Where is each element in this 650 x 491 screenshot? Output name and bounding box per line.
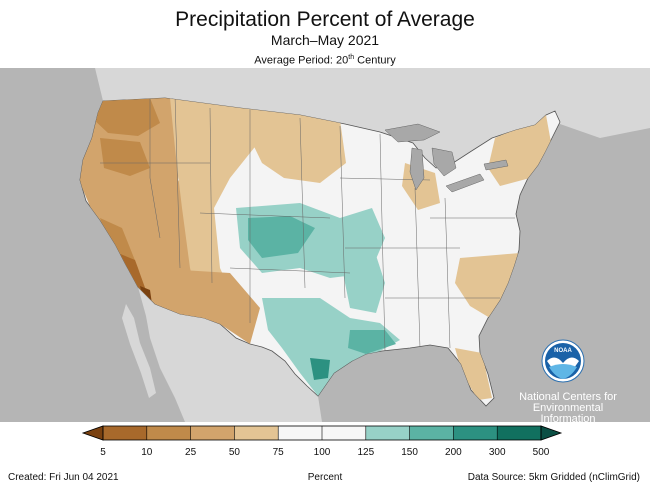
border-line [209,107,213,284]
dry-region-northern-plains [248,108,346,183]
legend-tick-label: 5 [100,447,106,458]
border-line [149,98,161,239]
lake-michigan [409,147,425,191]
ncei-label: National Centers for Environmental Infor… [516,392,620,425]
precipitation-anomaly-field [80,98,552,400]
legend-tick-label: 50 [229,447,241,458]
very-wet-texas-coast [310,358,330,380]
avg-period-suffix: Century [354,54,396,67]
legend-bin [365,426,410,440]
legend-tick-label: 10 [141,447,153,458]
legend-over-arrow [540,425,563,441]
border-line [299,117,306,289]
legend-tick-label: 25 [185,447,197,458]
border-line [444,197,451,349]
great-lakes [384,123,509,193]
legend-tick-label: 125 [357,447,374,458]
legend-bin [409,426,454,440]
border-line [229,267,351,274]
border-line [339,125,346,299]
noaa-logo-wave [549,364,577,379]
legend-bin [322,426,366,440]
ncei-line-3: Information [540,413,596,425]
lake-ontario [483,159,509,171]
very-wet-louisiana [348,330,396,354]
legend-bin [497,426,541,440]
dry-florida [455,348,492,400]
border-line [174,98,181,269]
canada-land [95,68,650,168]
ncei-line-1: National Centers for [519,391,617,403]
created-date: Created: Fri Jun 04 2021 [8,472,119,483]
legend-under-arrow [81,425,104,441]
legend-bin [190,426,235,440]
dry-region-intermountain [170,98,262,323]
legend-tick-label: 200 [445,447,462,458]
lake-superior [384,123,441,143]
noaa-logo-text: NOAA [554,348,572,354]
avg-period-prefix: Average Period: 20 [254,54,349,67]
data-source: Data Source: 5km Gridded (nClimGrid) [467,472,640,483]
state-borders [100,98,515,352]
mexico-land [138,287,322,422]
map-panel: NOAA National Centers for Environmental … [0,68,650,425]
precipitation-map [79,68,650,422]
legend-bin [234,426,279,440]
ncei-line-2: Environmental [532,402,604,414]
legend-bin [103,426,147,440]
lake-erie [445,173,485,193]
lake-huron [431,147,457,177]
avg-period-sup: th [348,54,355,61]
very-dry-pacific-nw [92,98,160,136]
wet-region-colorado-kansas [248,216,315,258]
dry-southwest [150,268,260,344]
baja-peninsula [122,304,156,398]
wet-mississippi-valley [340,243,385,313]
unit-label: Percent [307,472,343,483]
legend-tick-label: 300 [489,447,506,458]
legend-tick-label: 100 [314,447,331,458]
wet-region-gulf-coast [262,298,400,396]
legend-bin [453,426,498,440]
average-period-label: Average Period: 20th Century [0,51,650,68]
very-dry-oregon [100,138,150,176]
map-title: Precipitation Percent of Average [175,8,475,31]
legend-bins [81,425,563,441]
legend-ticks: 5 10 25 50 75 100 125 150 200 300 500 [100,426,550,458]
border-line [379,133,386,352]
border-line [199,212,331,219]
noaa-logo-icon: NOAA [541,339,585,383]
map-subtitle: March–May 2021 [270,32,380,48]
border-line [414,187,421,349]
legend-tick-label: 75 [273,447,285,458]
legend-tick-label: 150 [401,447,418,458]
legend-bin [146,426,191,440]
legend-bin [278,426,322,440]
color-legend: 5 10 25 50 75 100 125 150 200 300 500 [81,425,563,458]
legend-tick-label: 500 [533,447,550,458]
